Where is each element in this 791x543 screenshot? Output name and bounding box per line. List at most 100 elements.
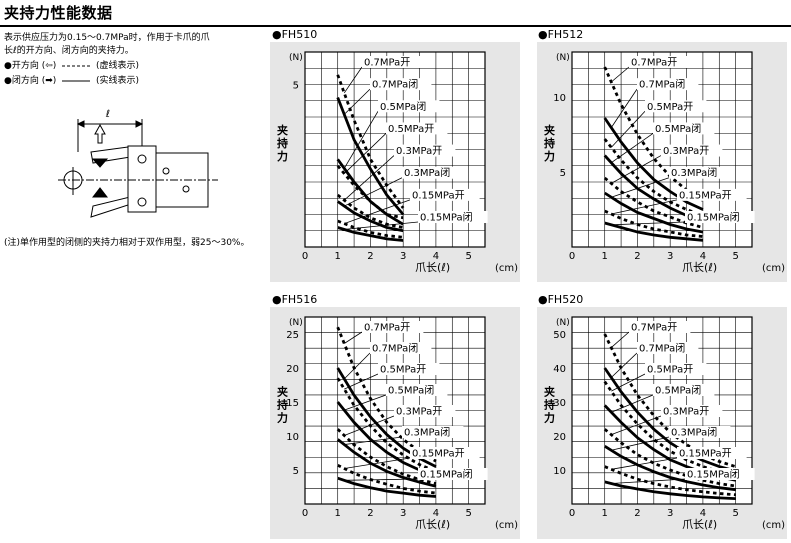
x-axis-label: 爪长(ℓ) — [682, 518, 717, 531]
series-label: 0.3MPa开 — [396, 146, 442, 157]
x-axis-label: 爪长(ℓ) — [682, 261, 717, 274]
x-tick-label: 5 — [732, 251, 738, 262]
series-label: 0.3MPa开 — [396, 407, 442, 418]
y-tick-label: 5 — [293, 466, 299, 477]
series-leader-line — [611, 155, 662, 184]
series-leader-line — [610, 352, 638, 378]
x-tick-label: 2 — [367, 508, 373, 519]
series-label-background — [645, 100, 707, 113]
series-label: 0.15MPa开 — [679, 449, 732, 460]
open-direction-legend: ●开方向 (⇦) (虚线表示) — [4, 60, 139, 73]
x-unit-label: (cm) — [495, 263, 518, 274]
series-label: 0.15MPa开 — [412, 190, 465, 201]
x-tick-label: 5 — [465, 508, 471, 519]
x-unit-label: (cm) — [762, 263, 785, 274]
series-line — [604, 209, 704, 238]
x-tick-label: 0 — [569, 251, 575, 262]
x-tick-label: 1 — [335, 508, 341, 519]
series-label: 0.3MPa闭 — [404, 426, 450, 439]
series-line — [337, 226, 404, 242]
series-label: 0.7MPa开 — [364, 58, 410, 69]
series-leader-line — [344, 394, 387, 411]
series-label-background — [378, 100, 440, 113]
description-line-1: 表示供应压力为0.15～0.7MPa时，作用于卡爪的爪 — [4, 33, 210, 43]
series-label-background — [637, 342, 699, 354]
y-axis-label-char: 夹 — [277, 385, 288, 399]
series-label-background — [378, 363, 440, 375]
page-title: 夹持力性能数据 — [4, 4, 113, 22]
y-tick-label: 25 — [286, 330, 299, 341]
series-line — [603, 380, 736, 478]
series-label: 0.15MPa开 — [679, 190, 732, 201]
series-label-background — [386, 384, 448, 396]
closed-direction-style: (实线表示) — [96, 76, 140, 86]
series-label: 0.3MPa闭 — [671, 166, 717, 179]
series-leader-line — [611, 177, 670, 198]
y-tick-label: 20 — [553, 432, 566, 443]
series-line — [603, 445, 736, 492]
series-label: 0.15MPa闭 — [420, 211, 473, 224]
open-direction-style: (虚线表示) — [96, 61, 140, 71]
series-label: 0.15MPa闭 — [687, 211, 740, 224]
series-leader-line — [344, 415, 395, 436]
series-line — [337, 463, 437, 495]
x-tick-label: 4 — [433, 508, 439, 519]
chart-fh520: 0 1 2 3 4 5 10 20 30 40 50 (N) 夹持力 爪长(ℓ) (cm) 0.7MPa开 0.… — [537, 307, 787, 539]
closed-direction-label: ●闭方向 (➡) — [4, 76, 57, 86]
series-leader-line — [611, 436, 670, 451]
y-tick-label: 10 — [286, 432, 299, 443]
chart-title-fh516: ●FH516 — [272, 293, 318, 306]
series-label-background — [669, 426, 731, 438]
y-unit-label: (N) — [289, 53, 303, 63]
series-line — [603, 367, 736, 473]
x-tick-label: 1 — [602, 508, 608, 519]
series-label-background — [370, 78, 432, 91]
series-label-background — [669, 166, 731, 179]
series-label-background — [677, 188, 747, 201]
x-tick-label: 1 — [602, 251, 608, 262]
x-tick-label: 2 — [367, 251, 373, 262]
y-axis-label-char: 夹 — [544, 123, 555, 137]
series-leader-line — [611, 66, 630, 83]
series-leader-line — [344, 155, 395, 201]
series-leader-line — [611, 478, 686, 484]
series-label-background — [685, 211, 755, 223]
series-label: 0.5MPa闭 — [380, 100, 426, 113]
series-line — [336, 158, 404, 226]
y-tick-label: 50 — [553, 330, 566, 341]
series-label: 0.7MPa开 — [631, 323, 677, 334]
y-tick-label: 10 — [553, 93, 566, 104]
y-unit-label: (N) — [289, 318, 303, 328]
series-label-background — [418, 468, 488, 480]
series-label-background — [645, 363, 707, 375]
x-unit-label: (cm) — [495, 520, 518, 531]
series-line — [604, 480, 736, 500]
x-unit-label: (cm) — [762, 520, 785, 531]
series-leader-line — [611, 457, 678, 470]
series-line — [337, 219, 404, 239]
gripper-schematic: ℓ — [58, 109, 218, 218]
series-label: 0.15MPa闭 — [687, 468, 740, 481]
x-tick-label: 3 — [667, 251, 673, 262]
series-label-background — [653, 384, 715, 396]
y-unit-label: (N) — [556, 318, 570, 328]
y-axis-label-char: 力 — [277, 411, 288, 425]
series-line — [336, 326, 437, 463]
series-label-background — [370, 342, 432, 354]
series-label: 0.15MPa闭 — [420, 468, 473, 481]
series-label-background — [637, 78, 699, 91]
x-tick-label: 0 — [569, 508, 575, 519]
open-direction-label: ●开方向 (⇦) — [4, 61, 57, 71]
series-label: 0.7MPa闭 — [639, 78, 685, 91]
x-tick-label: 1 — [335, 251, 341, 262]
y-tick-label: 30 — [553, 398, 566, 409]
series-label-background — [661, 144, 723, 157]
dashed-line-sample — [62, 65, 91, 66]
series-label: 0.5MPa开 — [388, 124, 434, 135]
x-tick-label: 0 — [302, 508, 308, 519]
chart-title-fh510: ●FH510 — [272, 28, 318, 41]
series-leader-line — [611, 394, 654, 413]
